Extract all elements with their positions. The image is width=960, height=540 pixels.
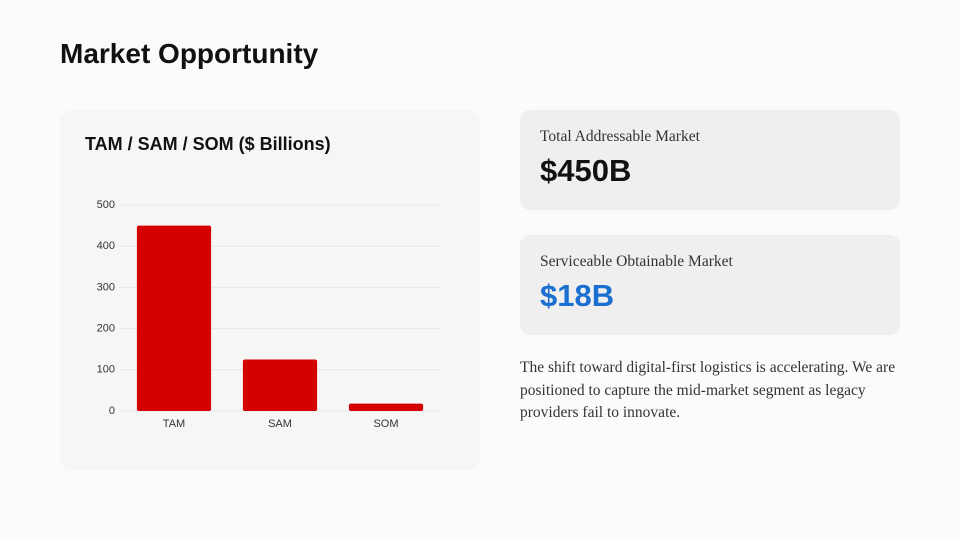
- chart: TAM / SAM / SOM ($ Billions) 0 100 200 300 4…: [85, 134, 439, 430]
- x-tick-label: SAM: [268, 418, 292, 430]
- card: Total Addressable Market $450B: [520, 110, 900, 210]
- y-tick-label: 500: [97, 199, 115, 211]
- bar: [348, 403, 424, 411]
- card: Serviceable Obtainable Market $18B: [520, 235, 900, 335]
- bar: [136, 225, 212, 411]
- x-tick-label: TAM: [163, 418, 185, 430]
- bar: [242, 359, 318, 411]
- x-tick-label: SOM: [373, 418, 398, 430]
- y-tick-label: 200: [97, 323, 115, 335]
- y-tick-label: 400: [97, 240, 115, 252]
- chart-card: TAM / SAM / SOM ($ Billions) 0 100 200 300 4…: [60, 110, 480, 470]
- y-tick-label: 300: [97, 281, 115, 293]
- card-value: $18B: [540, 278, 615, 313]
- y-tick-label: 100: [97, 364, 115, 376]
- y-tick-label: 0: [109, 405, 115, 417]
- body-text: The shift toward digital-first logistics…: [520, 359, 896, 421]
- chart-title: TAM / SAM / SOM ($ Billions): [85, 134, 331, 154]
- card-label: Serviceable Obtainable Market: [540, 253, 733, 270]
- card-value: $450B: [540, 153, 632, 188]
- slide-title: Market Opportunity: [60, 38, 319, 69]
- card-label: Total Addressable Market: [540, 128, 700, 145]
